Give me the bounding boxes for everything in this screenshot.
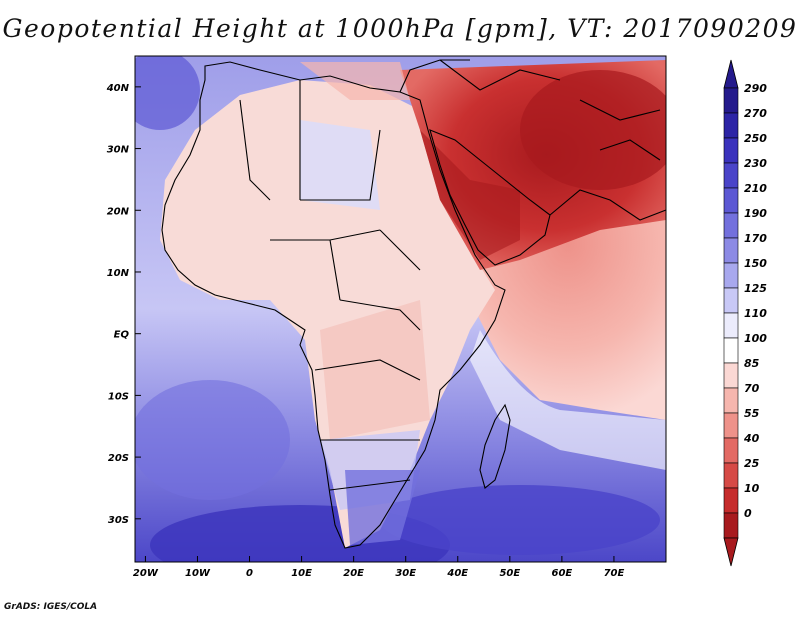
colorbar-label: 25	[744, 457, 760, 470]
lat-tick-label: EQ	[114, 330, 130, 341]
colorbar-swatch	[723, 362, 739, 389]
colorbar-swatch	[723, 312, 739, 339]
colorbar-swatch	[723, 287, 739, 314]
lat-axis: 40N 30N 20N 10N EQ 10S 20S 30S	[106, 83, 141, 526]
lon-tick-label: 20E	[343, 568, 364, 579]
colorbar-label: 170	[744, 232, 767, 245]
colorbar-swatch	[723, 462, 739, 489]
colorbar-label: 55	[744, 407, 760, 420]
colorbar-swatch	[723, 187, 739, 214]
colorbar-label: 110	[744, 307, 767, 320]
lon-axis: 20W 10W 0 10E 20E 30E 40E 50E 60E 70E	[133, 556, 625, 579]
colorbar-label: 85	[744, 357, 760, 370]
lon-tick-label: 40E	[446, 568, 468, 579]
colorbar-swatch	[723, 112, 739, 139]
colorbar-label: 10	[744, 482, 760, 495]
colorbar-swatch	[723, 237, 739, 264]
colorbar-min-arrow	[723, 537, 739, 567]
lon-tick-label: 70E	[604, 568, 625, 579]
colorbar-swatch	[723, 412, 739, 439]
colorbar-label: 290	[744, 82, 767, 95]
plot-frame	[134, 55, 667, 563]
colorbar-label: 100	[744, 332, 767, 345]
colorbar-label: 125	[744, 282, 767, 295]
lat-tick-label: 30S	[108, 515, 129, 526]
lon-tick-label: 10E	[291, 568, 312, 579]
colorbar-label: 190	[744, 207, 767, 220]
colorbar-swatch	[723, 162, 739, 189]
map-title: Geopotential Height at 1000hPa [gpm], VT…	[2, 14, 798, 43]
colorbar-swatch	[723, 512, 739, 539]
lat-tick-label: 20N	[107, 206, 130, 217]
lat-tick-label: 30N	[107, 145, 130, 156]
colorbar-swatch	[723, 212, 739, 239]
colorbar-swatch	[723, 337, 739, 364]
colorbar-label: 0	[744, 507, 752, 520]
colorbar-label: 40	[743, 432, 760, 445]
lon-tick-label: 10W	[185, 568, 211, 579]
lon-tick-label: 30E	[395, 568, 416, 579]
colorbar: 2902702502302101901701501251101008570554…	[723, 59, 767, 567]
colorbar-swatch	[723, 487, 739, 514]
lat-tick-label: 40N	[106, 83, 130, 94]
colorbar-label: 150	[744, 257, 767, 270]
colorbar-label: 250	[744, 132, 767, 145]
colorbar-label: 210	[744, 182, 767, 195]
lon-tick-label: 60E	[552, 568, 573, 579]
colorbar-swatch	[723, 437, 739, 464]
colorbar-swatch	[723, 137, 739, 164]
colorbar-swatch	[723, 387, 739, 414]
lon-tick-label: 20W	[133, 568, 159, 579]
lat-tick-label: 10N	[107, 268, 130, 279]
lon-tick-label: 50E	[499, 568, 520, 579]
contour-fill-layer	[135, 56, 666, 562]
colorbar-label: 70	[744, 382, 760, 395]
colorbar-label: 230	[744, 157, 767, 170]
colorbar-max-arrow	[723, 59, 739, 89]
colorbar-label: 270	[744, 107, 767, 120]
colorbar-swatch	[723, 262, 739, 289]
grads-credit: GrADS: IGES/COLA	[4, 602, 98, 612]
lat-tick-label: 10S	[108, 391, 129, 402]
coastline-layer	[161, 59, 667, 549]
lon-tick-label: 0	[246, 568, 253, 579]
lat-tick-label: 20S	[108, 453, 129, 464]
colorbar-swatch	[723, 87, 739, 114]
